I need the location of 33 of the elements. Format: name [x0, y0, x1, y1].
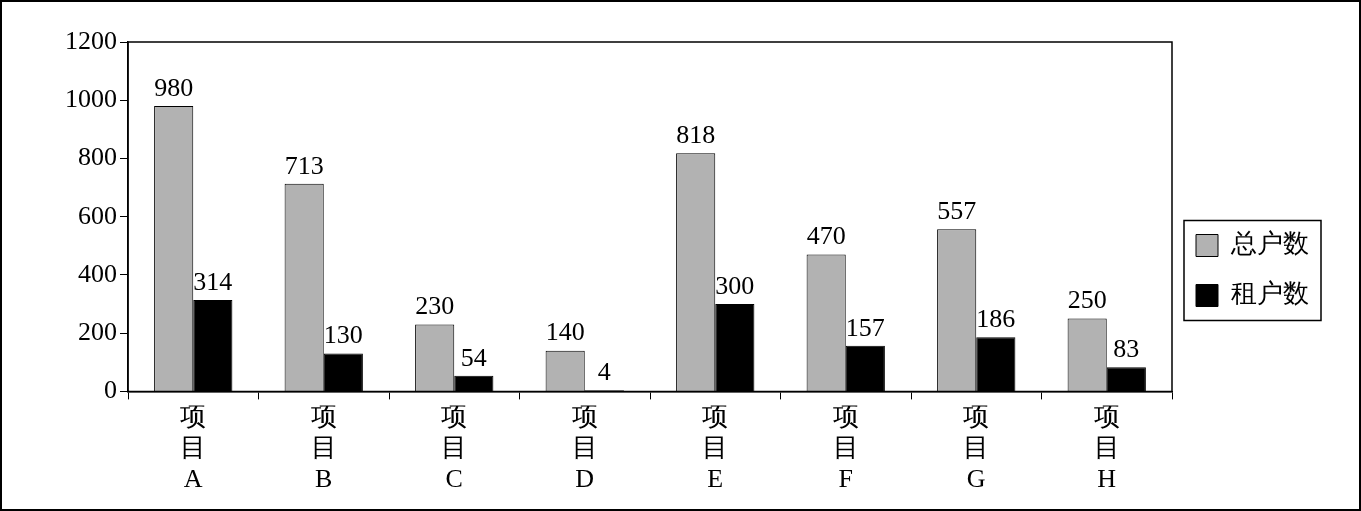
data-label: 130 [323, 320, 363, 350]
x-tick-label: 项目A [180, 401, 207, 494]
y-tick-label: 200 [78, 316, 117, 346]
y-tick-label: 800 [78, 142, 117, 172]
data-label: 818 [676, 120, 716, 150]
data-label: 157 [845, 312, 885, 342]
x-tick-label: 项目F [832, 401, 859, 494]
data-label: 83 [1113, 334, 1140, 364]
data-label: 980 [154, 72, 194, 102]
data-label: 4 [597, 357, 611, 387]
legend-label: 总户数 [1230, 229, 1309, 259]
y-tick-label: 1200 [65, 25, 117, 55]
data-label: 713 [284, 150, 324, 180]
data-label: 230 [415, 291, 455, 321]
data-label: 300 [715, 270, 755, 300]
x-tick-label: 项目E [702, 401, 729, 494]
data-label: 314 [193, 266, 233, 296]
data-label: 186 [976, 304, 1016, 334]
data-label: 250 [1067, 285, 1107, 315]
y-tick-label: 400 [78, 258, 117, 288]
y-tick-label: 1000 [65, 84, 117, 114]
data-label: 470 [806, 221, 846, 251]
y-tick-label: 0 [104, 375, 117, 405]
data-label: 140 [545, 317, 585, 347]
data-label: 557 [937, 196, 977, 226]
legend-label: 租户数 [1231, 279, 1309, 309]
x-tick-label: 项目C [441, 401, 468, 494]
x-tick-label: 项目H [1093, 401, 1120, 494]
data-label: 54 [460, 342, 487, 372]
x-tick-label: 项目G [963, 401, 990, 494]
x-tick-label: 项目B [310, 401, 337, 494]
y-tick-label: 600 [78, 200, 117, 230]
x-tick-label: 项目D [571, 401, 598, 494]
